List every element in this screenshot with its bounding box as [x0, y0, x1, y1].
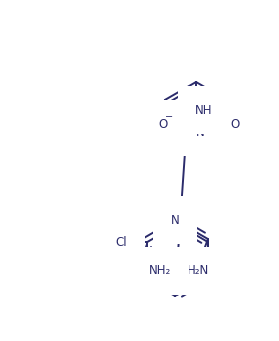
Text: NH: NH [195, 104, 213, 117]
Text: O: O [158, 118, 168, 131]
Text: N: N [196, 125, 205, 138]
Text: −: − [165, 112, 173, 122]
Text: NH₂: NH₂ [149, 265, 171, 278]
Text: N: N [138, 270, 146, 283]
Text: H₂N: H₂N [187, 265, 209, 278]
Text: O: O [230, 118, 240, 131]
Text: N: N [171, 213, 179, 226]
Text: +: + [204, 121, 210, 131]
Text: Cl: Cl [116, 236, 127, 249]
